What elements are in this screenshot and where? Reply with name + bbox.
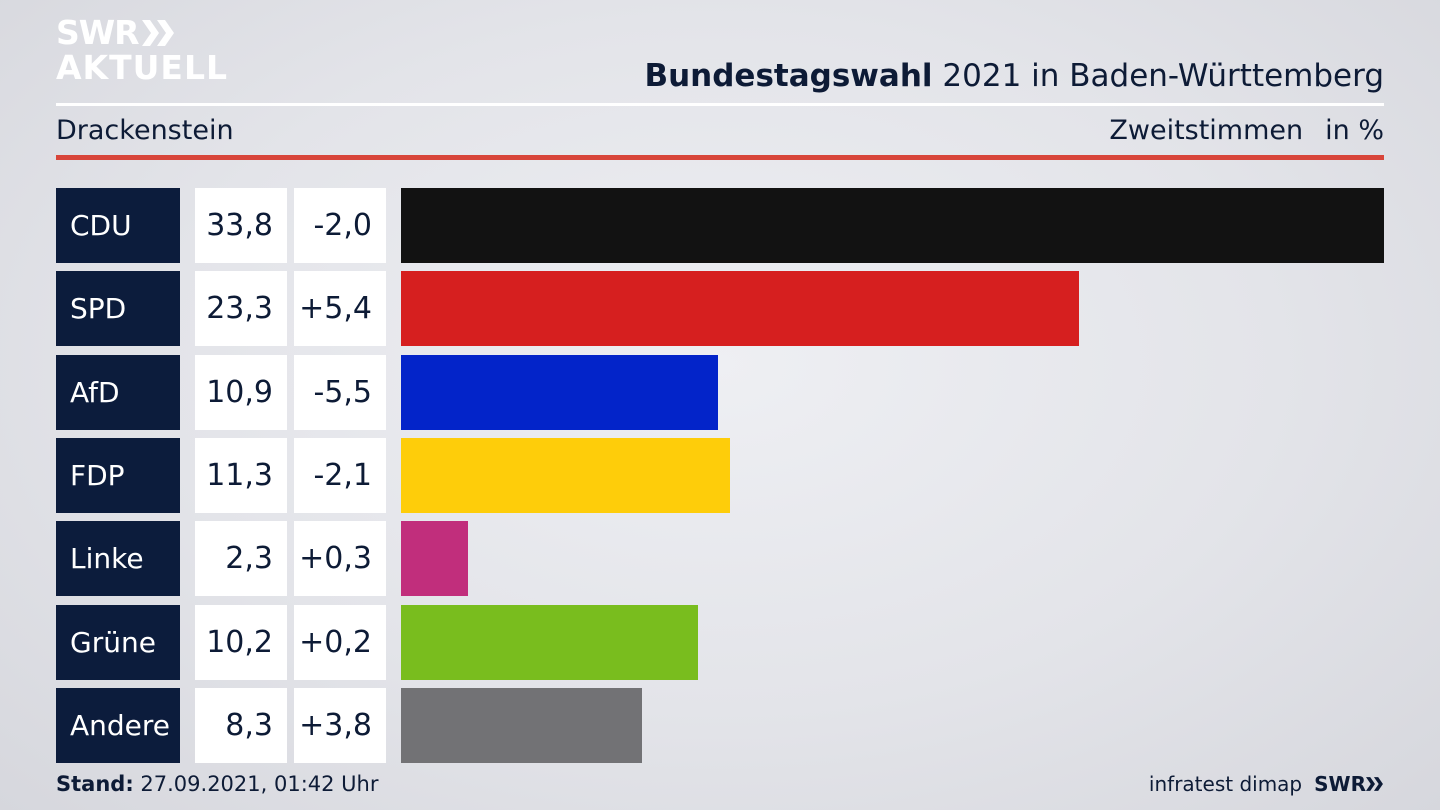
result-row: AfD 10,9 -5,5	[56, 355, 1384, 430]
vote-change-value: +0,2	[294, 605, 386, 680]
stand-label: Stand:	[56, 772, 134, 796]
result-row: FDP 11,3 -2,1	[56, 438, 1384, 513]
vote-share-value: 2,3	[195, 521, 287, 596]
footer-credits: infratest dimap SWR	[1149, 772, 1384, 796]
source-label: infratest dimap	[1148, 772, 1303, 796]
party-label: Andere	[56, 688, 180, 763]
location-label: Drackenstein	[56, 115, 234, 146]
bar-spd	[401, 271, 1079, 346]
unit-label: in %	[1325, 115, 1384, 146]
vote-share-value: 23,3	[195, 271, 287, 346]
double-chevron-icon	[141, 19, 174, 46]
party-label: CDU	[56, 188, 180, 263]
timestamp: Stand: 27.09.2021, 01:42 Uhr	[56, 772, 379, 796]
result-row: Grüne 10,2 +0,2	[56, 605, 1384, 680]
vote-share-value: 10,9	[195, 355, 287, 430]
page-title: Bundestagswahl 2021 in Baden-Württemberg	[644, 58, 1384, 94]
footer-swr-logo: SWR	[1314, 772, 1384, 796]
bar-cdu	[401, 188, 1384, 263]
result-row: Andere 8,3 +3,8	[56, 688, 1384, 763]
result-row: SPD 23,3 +5,4	[56, 271, 1384, 346]
logo-swr-text: SWR	[56, 13, 140, 52]
party-label: SPD	[56, 271, 180, 346]
footer-swr-text: SWR	[1314, 772, 1366, 796]
metric-label: Zweitstimmen	[1109, 115, 1304, 146]
title-rest: 2021 in Baden-Württemberg	[932, 58, 1384, 94]
vote-change-value: +5,4	[294, 271, 386, 346]
vote-change-value: -2,0	[294, 188, 386, 263]
bar-fdp	[401, 438, 730, 513]
logo-aktuell-text: AKTUELL	[56, 48, 229, 87]
party-label: Linke	[56, 521, 180, 596]
vote-change-value: -5,5	[294, 355, 386, 430]
bar-linke	[401, 521, 468, 596]
bar-grne	[401, 605, 698, 680]
swr-aktuell-logo: SWR AKTUELL	[56, 16, 228, 84]
vote-change-value: +3,8	[294, 688, 386, 763]
vote-change-value: +0,3	[294, 521, 386, 596]
bar-afd	[401, 355, 718, 430]
stand-value: 27.09.2021, 01:42 Uhr	[133, 772, 379, 796]
party-label: Grüne	[56, 605, 180, 680]
accent-divider	[56, 155, 1384, 160]
party-label: AfD	[56, 355, 180, 430]
title-bold: Bundestagswahl	[644, 58, 933, 94]
metric-label-group: Zweitstimmen in %	[1109, 115, 1384, 146]
vote-share-value: 11,3	[195, 438, 287, 513]
header-divider	[56, 103, 1384, 106]
party-label: FDP	[56, 438, 180, 513]
result-row: CDU 33,8 -2,0	[56, 188, 1384, 263]
vote-change-value: -2,1	[294, 438, 386, 513]
vote-share-value: 33,8	[195, 188, 287, 263]
result-row: Linke 2,3 +0,3	[56, 521, 1384, 596]
footer-double-chevron-icon	[1366, 777, 1383, 791]
bar-andere	[401, 688, 642, 763]
vote-share-value: 8,3	[195, 688, 287, 763]
vote-share-value: 10,2	[195, 605, 287, 680]
